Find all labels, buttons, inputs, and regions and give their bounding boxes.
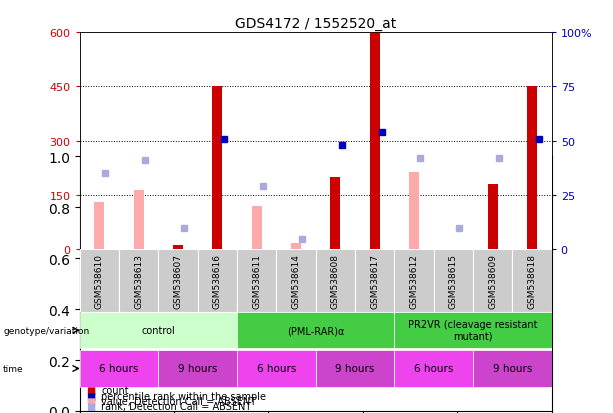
Bar bbox=[213, 87, 223, 250]
Bar bbox=[80, 250, 119, 312]
Text: GSM538614: GSM538614 bbox=[292, 254, 300, 308]
Title: GDS4172 / 1552520_at: GDS4172 / 1552520_at bbox=[235, 17, 397, 31]
Text: GSM538609: GSM538609 bbox=[488, 254, 497, 308]
Bar bbox=[316, 250, 355, 312]
Text: 6 hours: 6 hours bbox=[99, 363, 139, 374]
Text: GSM538610: GSM538610 bbox=[95, 254, 104, 308]
Text: GSM538612: GSM538612 bbox=[409, 254, 419, 308]
Bar bbox=[197, 250, 237, 312]
Bar bbox=[330, 178, 340, 250]
Text: GSM538618: GSM538618 bbox=[528, 254, 536, 308]
Bar bbox=[134, 190, 143, 250]
Bar bbox=[512, 250, 552, 312]
Text: 9 hours: 9 hours bbox=[178, 363, 218, 374]
Text: 9 hours: 9 hours bbox=[335, 363, 375, 374]
Bar bbox=[80, 313, 237, 348]
Bar bbox=[237, 313, 394, 348]
Bar bbox=[527, 87, 537, 250]
Text: ■: ■ bbox=[86, 385, 95, 395]
Text: GSM538613: GSM538613 bbox=[134, 254, 143, 308]
Text: time: time bbox=[3, 364, 24, 373]
Text: 9 hours: 9 hours bbox=[493, 363, 532, 374]
Bar bbox=[355, 250, 394, 312]
Bar bbox=[488, 185, 498, 250]
Text: rank, Detection Call = ABSENT: rank, Detection Call = ABSENT bbox=[101, 401, 251, 411]
Text: PR2VR (cleavage resistant
mutant): PR2VR (cleavage resistant mutant) bbox=[408, 320, 538, 341]
Text: GSM538615: GSM538615 bbox=[449, 254, 458, 308]
Text: control: control bbox=[142, 325, 175, 335]
Bar bbox=[473, 250, 512, 312]
Bar bbox=[434, 250, 473, 312]
Bar bbox=[237, 250, 276, 312]
Bar bbox=[94, 203, 104, 250]
Bar bbox=[370, 33, 379, 250]
Text: value, Detection Call = ABSENT: value, Detection Call = ABSENT bbox=[101, 396, 256, 406]
Text: ■: ■ bbox=[86, 391, 95, 401]
Bar bbox=[473, 350, 552, 387]
Bar bbox=[291, 243, 301, 250]
Bar bbox=[158, 350, 237, 387]
Bar bbox=[409, 172, 419, 250]
Bar bbox=[276, 250, 316, 312]
Text: GSM538608: GSM538608 bbox=[331, 254, 340, 308]
Bar bbox=[158, 250, 198, 312]
Text: (PML-RAR)α: (PML-RAR)α bbox=[287, 325, 345, 335]
Text: percentile rank within the sample: percentile rank within the sample bbox=[101, 391, 266, 401]
Text: count: count bbox=[101, 385, 129, 395]
Bar bbox=[316, 350, 394, 387]
Bar bbox=[119, 250, 158, 312]
Text: GSM538611: GSM538611 bbox=[252, 254, 261, 308]
Bar bbox=[80, 350, 158, 387]
Text: ■: ■ bbox=[86, 396, 95, 406]
Bar bbox=[394, 313, 552, 348]
Text: 6 hours: 6 hours bbox=[257, 363, 296, 374]
Bar bbox=[173, 245, 183, 250]
Text: GSM538616: GSM538616 bbox=[213, 254, 222, 308]
Text: GSM538617: GSM538617 bbox=[370, 254, 379, 308]
Bar bbox=[394, 250, 434, 312]
Text: GSM538607: GSM538607 bbox=[173, 254, 183, 308]
Bar bbox=[394, 350, 473, 387]
Text: genotype/variation: genotype/variation bbox=[3, 326, 89, 335]
Bar bbox=[252, 206, 262, 250]
Text: 6 hours: 6 hours bbox=[414, 363, 454, 374]
Bar bbox=[237, 350, 316, 387]
Text: ■: ■ bbox=[86, 401, 95, 411]
